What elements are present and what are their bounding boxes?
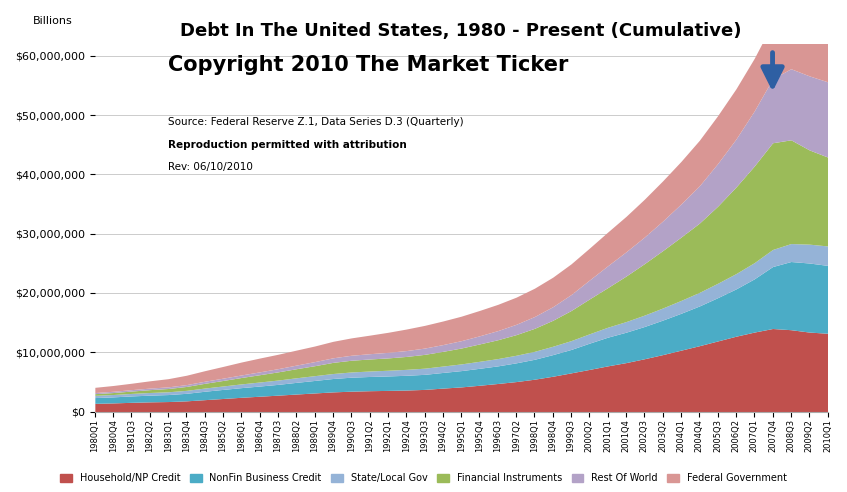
Text: Rev: 06/10/2010: Rev: 06/10/2010 <box>168 161 253 172</box>
Text: Reproduction permitted with attribution: Reproduction permitted with attribution <box>168 140 407 150</box>
Text: Billions: Billions <box>32 16 72 26</box>
Text: Copyright 2010 The Market Ticker: Copyright 2010 The Market Ticker <box>168 55 568 75</box>
Legend: Household/NP Credit, NonFin Business Credit, State/Local Gov, Financial Instrume: Household/NP Credit, NonFin Business Cre… <box>56 469 791 487</box>
Text: Source: Federal Reserve Z.1, Data Series D.3 (Quarterly): Source: Federal Reserve Z.1, Data Series… <box>168 118 464 127</box>
Title: Debt In The United States, 1980 - Present (Cumulative): Debt In The United States, 1980 - Presen… <box>180 22 742 40</box>
